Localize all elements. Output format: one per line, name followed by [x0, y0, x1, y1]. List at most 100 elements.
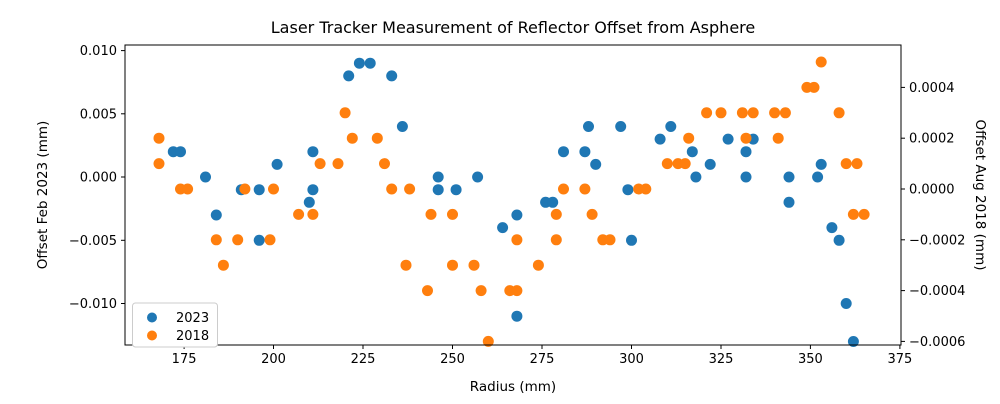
data-point-2018 — [661, 158, 673, 170]
data-point-2018 — [268, 183, 279, 195]
data-point-2018 — [779, 107, 791, 119]
data-point-2023 — [511, 209, 523, 221]
data-point-2023 — [740, 146, 752, 158]
data-point-2018 — [550, 234, 562, 246]
data-point-2018 — [314, 158, 326, 170]
data-point-2023 — [812, 171, 824, 183]
legend-swatch-2018 — [147, 330, 157, 341]
data-point-2023 — [497, 222, 509, 234]
data-point-2018 — [468, 259, 480, 271]
data-point-2023 — [386, 70, 398, 82]
data-point-2018 — [307, 208, 319, 220]
y-tick-label-right: 0.0002 — [909, 132, 955, 147]
y-tick-label-right: 0.0000 — [909, 183, 955, 198]
data-point-2018 — [346, 132, 358, 144]
data-point-2023 — [253, 184, 265, 196]
series-2023 — [167, 57, 859, 347]
data-point-2023 — [307, 184, 319, 196]
data-point-2018 — [447, 259, 458, 271]
legend-label-2023: 2023 — [176, 311, 209, 326]
data-point-2023 — [783, 171, 795, 183]
data-point-2018 — [264, 234, 276, 246]
data-point-2018 — [736, 107, 748, 119]
x-tick-label: 375 — [887, 352, 912, 367]
data-point-2023 — [622, 184, 634, 196]
data-point-2023 — [690, 171, 702, 183]
data-point-2023 — [579, 146, 591, 158]
data-point-2023 — [840, 298, 852, 309]
data-point-2018 — [404, 183, 416, 195]
data-point-2018 — [511, 285, 523, 297]
data-point-2018 — [425, 208, 437, 220]
data-point-2018 — [339, 107, 351, 119]
y-tick-label-right: −0.0006 — [909, 335, 965, 350]
data-point-2023 — [343, 70, 355, 82]
data-point-2023 — [307, 146, 319, 158]
x-tick-label: 175 — [172, 352, 197, 367]
data-point-2023 — [200, 171, 211, 183]
data-point-2018 — [579, 183, 591, 195]
x-tick-label: 200 — [261, 352, 286, 367]
data-point-2018 — [386, 183, 398, 195]
data-point-2018 — [679, 158, 691, 170]
y-tick-label-right: −0.0004 — [909, 284, 965, 299]
y-axis-right-label: Offset Aug 2018 (mm) — [972, 120, 988, 271]
data-point-2018 — [239, 183, 251, 195]
data-point-2018 — [371, 132, 383, 144]
data-point-2018 — [558, 183, 569, 195]
y-axis-left-label: Offset Feb 2023 (mm) — [35, 121, 51, 270]
data-point-2023 — [722, 133, 734, 145]
data-point-2023 — [558, 146, 569, 158]
data-point-2018 — [833, 107, 845, 119]
data-point-2018 — [747, 107, 759, 119]
x-tick-label: 250 — [440, 352, 465, 367]
series-2018 — [153, 56, 870, 347]
data-point-2018 — [840, 158, 852, 170]
data-point-2018 — [332, 158, 344, 170]
x-tick-label: 325 — [709, 352, 734, 367]
y-tick-label-left: −0.005 — [69, 234, 117, 249]
data-point-2018 — [210, 234, 222, 246]
x-tick-label: 225 — [351, 352, 376, 367]
data-point-2023 — [547, 196, 559, 208]
chart-title: Laser Tracker Measurement of Reflector O… — [271, 18, 755, 37]
data-point-2018 — [232, 234, 244, 246]
data-point-2023 — [826, 222, 838, 234]
data-point-2018 — [475, 285, 487, 297]
x-tick-label: 350 — [798, 352, 823, 367]
data-point-2018 — [293, 208, 305, 220]
data-point-2018 — [182, 183, 194, 195]
data-point-2018 — [153, 132, 165, 144]
data-point-2018 — [858, 208, 870, 220]
data-point-2023 — [815, 158, 827, 170]
y-tick-label-right: −0.0002 — [909, 233, 965, 248]
data-point-2018 — [701, 107, 713, 119]
data-point-2018 — [511, 234, 523, 246]
y-tick-label-left: 0.005 — [80, 107, 117, 122]
data-point-2023 — [450, 184, 462, 196]
data-point-2023 — [303, 196, 315, 208]
data-point-2023 — [626, 234, 637, 246]
x-axis-label: Radius (mm) — [470, 379, 556, 395]
data-point-2018 — [550, 208, 562, 220]
data-point-2023 — [847, 336, 859, 347]
data-point-2023 — [432, 184, 444, 196]
data-point-2023 — [396, 121, 408, 132]
data-point-2023 — [686, 146, 698, 158]
data-point-2018 — [422, 285, 433, 297]
data-point-2018 — [447, 208, 458, 220]
y-tick-label-left: −0.010 — [69, 297, 117, 312]
data-point-2018 — [683, 132, 695, 144]
y-tick-label-left: 0.000 — [80, 171, 117, 186]
data-point-2018 — [482, 335, 494, 347]
legend-swatch-2023 — [147, 312, 157, 323]
data-point-2018 — [532, 259, 544, 271]
data-point-2023 — [783, 196, 795, 208]
data-point-2018 — [740, 132, 752, 144]
data-point-2023 — [583, 121, 594, 132]
data-point-2023 — [353, 57, 365, 69]
plot-border — [124, 44, 902, 346]
data-point-2023 — [511, 310, 523, 322]
